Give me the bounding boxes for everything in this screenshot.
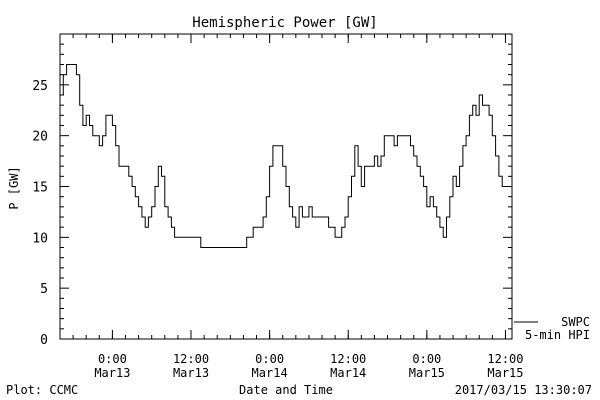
y-tick-label: 20 (32, 130, 48, 145)
x-tick-label-date: Mar13 (173, 366, 209, 380)
y-tick-label: 25 (32, 79, 48, 94)
y-tick-label: 15 (32, 181, 48, 196)
y-tick-label: 10 (32, 231, 48, 246)
footer-timestamp: 2017/03/15 13:30:07 (455, 383, 592, 397)
series-line-swpc (60, 64, 512, 248)
x-tick-label-time: 0:00 (98, 352, 127, 366)
x-tick-label-time: 12:00 (330, 352, 366, 366)
x-tick-label-time: 0:00 (412, 352, 441, 366)
x-axis: 0:00Mar1312:00Mar130:00Mar1412:00Mar140:… (59, 34, 524, 380)
x-tick-label-date: Mar15 (409, 366, 445, 380)
x-axis-label: Date and Time (239, 383, 333, 397)
x-tick-label-date: Mar15 (487, 366, 523, 380)
footer-plot-credit: Plot: CCMC (6, 383, 78, 397)
y-axis: 0 5 10 15 20 25 (32, 33, 512, 348)
legend-hpi-label: 5-min HPI (525, 328, 590, 342)
x-tick-label-time: 12:00 (173, 352, 209, 366)
y-tick-label: 0 (40, 333, 48, 348)
x-tick-label-date: Mar14 (330, 366, 366, 380)
y-axis-label: P [GW] (7, 166, 21, 209)
x-tick-label-time: 12:00 (487, 352, 523, 366)
x-tick-label-time: 0:00 (255, 352, 284, 366)
y-tick-label: 5 (40, 282, 48, 297)
chart-title: Hemispheric Power [GW] (192, 15, 377, 31)
x-tick-label-date: Mar14 (252, 366, 288, 380)
x-tick-label-date: Mar13 (94, 366, 130, 380)
legend: SWPC 5-min HPI (514, 315, 590, 342)
legend-swpc-label: SWPC (561, 315, 590, 329)
